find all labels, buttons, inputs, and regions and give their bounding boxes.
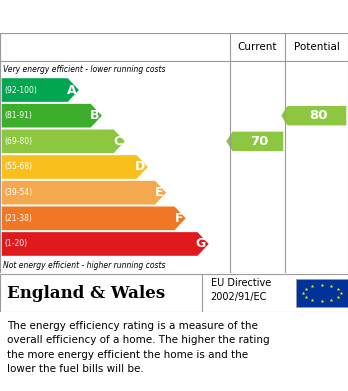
Text: (55-68): (55-68) — [4, 163, 32, 172]
Polygon shape — [2, 129, 125, 153]
Polygon shape — [2, 155, 148, 179]
Text: Current: Current — [238, 42, 277, 52]
Text: E: E — [155, 186, 164, 199]
Text: 80: 80 — [309, 109, 328, 122]
Text: EU Directive
2002/91/EC: EU Directive 2002/91/EC — [211, 278, 271, 301]
Polygon shape — [226, 132, 283, 151]
Text: The energy efficiency rating is a measure of the
overall efficiency of a home. T: The energy efficiency rating is a measur… — [7, 321, 270, 374]
Polygon shape — [2, 104, 102, 127]
Text: Potential: Potential — [294, 42, 340, 52]
Text: G: G — [196, 237, 206, 251]
Polygon shape — [281, 106, 346, 126]
Text: (1-20): (1-20) — [4, 239, 27, 248]
Text: B: B — [89, 109, 99, 122]
Text: (69-80): (69-80) — [4, 137, 32, 146]
Text: Not energy efficient - higher running costs: Not energy efficient - higher running co… — [3, 260, 166, 269]
Polygon shape — [2, 181, 166, 204]
FancyBboxPatch shape — [296, 279, 348, 307]
Text: D: D — [135, 160, 145, 174]
Text: Very energy efficient - lower running costs: Very energy efficient - lower running co… — [3, 65, 166, 74]
Text: England & Wales: England & Wales — [7, 285, 165, 301]
Polygon shape — [2, 206, 186, 230]
Text: A: A — [66, 84, 76, 97]
Text: 70: 70 — [251, 135, 269, 148]
Polygon shape — [2, 232, 209, 256]
Polygon shape — [2, 78, 79, 102]
Text: (21-38): (21-38) — [4, 214, 32, 223]
Text: F: F — [174, 212, 183, 225]
Text: (39-54): (39-54) — [4, 188, 32, 197]
Text: Energy Efficiency Rating: Energy Efficiency Rating — [9, 9, 230, 23]
Text: C: C — [113, 135, 122, 148]
Text: (81-91): (81-91) — [4, 111, 32, 120]
Text: (92-100): (92-100) — [4, 86, 37, 95]
